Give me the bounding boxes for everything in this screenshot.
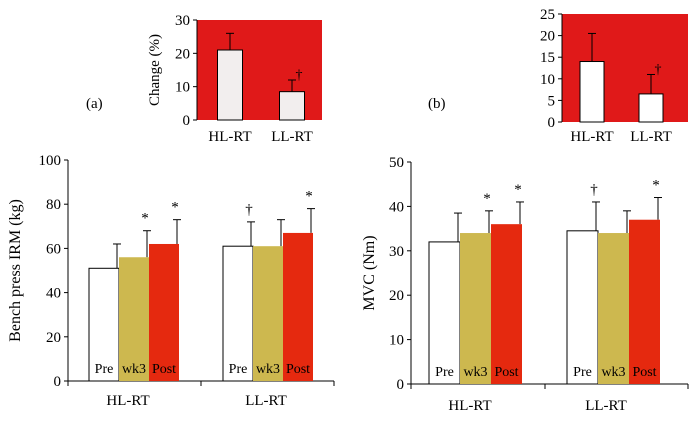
main_a-chart: 0 20 40 60 80 100 Bench press IRM (kg) HL-RT Pre…: [7, 153, 335, 409]
inset_a-y-tick-label: 10: [175, 80, 190, 96]
main_b-y-tick-label: 10: [389, 333, 404, 349]
main_b-bar-pre: [566, 230, 599, 385]
main_b-bar-wk3: [598, 233, 629, 384]
main_a-category-label: LL-RT: [245, 393, 287, 409]
main_a-series-label: Post: [152, 362, 176, 377]
inset_b-bar: [638, 93, 664, 123]
main_a-series-label: wk3: [256, 362, 280, 377]
main_b-chart: 0 10 20 30 40 50 MVC (Nm) HL-RT Pre wk3 * Post * LL-R…: [361, 155, 689, 414]
main_a-y-tick-label: 100: [39, 153, 62, 169]
main_a-annotation: *: [305, 189, 313, 205]
inset_a-y-tick-label: 0: [183, 113, 191, 129]
main_b-bar-post: [491, 224, 522, 384]
main_b-series-label: Post: [632, 365, 656, 380]
inset_b-chart: 0 5 10 15 20 25 HL-RT LL-RT †: [540, 7, 688, 145]
inset_a-bar: [279, 91, 305, 121]
main_a-annotation: †: [245, 202, 253, 218]
main_a-y-tick-label: 0: [54, 374, 62, 390]
inset_b-y-tick-label: 5: [548, 93, 556, 109]
main_b-bar-wk3: [460, 233, 491, 384]
main_b-bar-post: [629, 219, 660, 384]
inset_b-y-tick-label: 15: [540, 50, 555, 66]
main_b-bar-pre: [428, 241, 461, 385]
main_a-bar-post: [283, 232, 313, 381]
inset_b-bar: [579, 61, 605, 123]
main_a-y-axis-title: Bench press IRM (kg): [7, 199, 24, 342]
main_a-bar-pre: [222, 245, 254, 382]
main_a-y-tick-label: 40: [46, 286, 61, 302]
main_b-annotation: *: [514, 182, 522, 198]
main_a-y-tick-label: 80: [46, 197, 61, 213]
main_a-series-label: Pre: [95, 362, 114, 377]
main_a-bar-wk3: [119, 257, 149, 381]
main_b-y-axis-title: MVC (Nm): [361, 235, 378, 310]
inset_a-category-label: HL-RT: [208, 129, 251, 145]
main_b-y-tick-label: 40: [389, 199, 404, 215]
main_a-bar-pre: [88, 267, 120, 382]
inset_b-category-label: LL-RT: [630, 129, 672, 145]
inset_a-y-tick-label: 20: [175, 46, 190, 62]
main_b-annotation: *: [483, 191, 491, 207]
main_b-y-tick-label: 0: [397, 377, 405, 393]
main_a-annotation: *: [141, 211, 149, 227]
main_b-series-label: wk3: [601, 365, 625, 380]
inset_b-annotation: †: [655, 62, 662, 77]
main_b-annotation: *: [652, 178, 660, 194]
main_b-y-tick-label: 30: [389, 244, 404, 260]
main_b-series-label: Pre: [573, 365, 592, 380]
inset_a-y-tick-label: 30: [175, 13, 190, 29]
inset_b-y-tick-label: 10: [540, 72, 555, 88]
main_b-series-label: Pre: [435, 365, 454, 380]
inset_a-chart: 0 10 20 30 Change (%) HL-RT LL-RT †: [147, 13, 322, 145]
inset_a-y-axis-title: Change (%): [147, 34, 163, 106]
inset_b-y-tick-label: 25: [540, 7, 555, 23]
main_a-bar-wk3: [253, 246, 283, 381]
inset_b-y-tick-label: 0: [548, 115, 556, 131]
main_a-y-tick-label: 60: [46, 241, 61, 257]
inset_a-category-label: LL-RT: [271, 129, 313, 145]
inset_b-category-label: HL-RT: [570, 129, 613, 145]
main_a-annotation: *: [171, 200, 179, 216]
main_b-y-tick-label: 50: [389, 155, 404, 171]
main_a-series-label: Post: [286, 362, 310, 377]
main_a-series-label: Pre: [229, 362, 248, 377]
main_b-annotation: †: [590, 182, 598, 198]
main_a-series-label: wk3: [122, 362, 146, 377]
main_b-category-label: HL-RT: [448, 398, 491, 414]
main_a-category-label: HL-RT: [106, 393, 149, 409]
inset_b-y-tick-label: 20: [540, 29, 555, 45]
main_b-series-label: wk3: [463, 365, 487, 380]
panel-label-b: (b): [428, 96, 446, 112]
main_b-y-tick-label: 20: [389, 288, 404, 304]
main_a-y-tick-label: 20: [46, 330, 61, 346]
inset_a-annotation: †: [296, 68, 303, 83]
main_b-series-label: Post: [494, 365, 518, 380]
inset_a-bar: [217, 49, 243, 121]
main_b-category-label: LL-RT: [585, 398, 627, 414]
panel-label-a: (a): [86, 96, 103, 112]
main_a-bar-post: [149, 243, 179, 381]
